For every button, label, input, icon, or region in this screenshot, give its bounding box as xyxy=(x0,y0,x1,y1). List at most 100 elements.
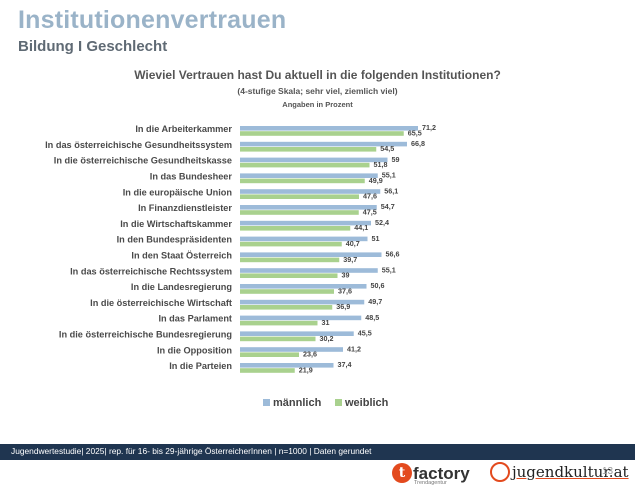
category-label: In die österreichische Gesundheitskasse xyxy=(54,156,232,166)
data-label: 51 xyxy=(372,234,380,243)
bar-weiblich xyxy=(240,178,365,184)
bar-maennlich xyxy=(240,284,367,289)
jugendkultur-logo: jugendkultur.at xyxy=(490,462,629,482)
page-subtitle: Bildung I Geschlecht xyxy=(18,38,168,55)
data-label: 51,8 xyxy=(374,160,388,169)
category-label: In die Arbeiterkammer xyxy=(135,124,232,134)
data-label: 36,9 xyxy=(336,302,350,311)
bar-maennlich xyxy=(240,157,388,163)
category-label: In den Staat Österreich xyxy=(131,251,232,261)
bar-maennlich xyxy=(240,331,354,336)
category-label: In das Parlament xyxy=(158,314,232,324)
data-label: 47,6 xyxy=(363,192,377,201)
data-label: 45,5 xyxy=(358,329,372,338)
data-label: 23,6 xyxy=(303,350,317,359)
bar-maennlich xyxy=(240,173,378,178)
data-label: 37,6 xyxy=(338,286,352,295)
bar-maennlich xyxy=(240,347,343,352)
page-title: Institutionenvertrauen xyxy=(18,6,287,34)
bar-maennlich xyxy=(240,252,382,257)
legend-label: männlich xyxy=(273,397,322,409)
category-label: In die Wirtschaftskammer xyxy=(120,219,232,229)
footer-note: Jugendwertestudie| 2025| rep. für 16- bi… xyxy=(11,446,372,456)
data-label: 54,7 xyxy=(381,202,395,211)
bar-maennlich xyxy=(240,220,371,226)
bar-maennlich xyxy=(240,189,381,194)
bar-maennlich xyxy=(240,205,377,210)
data-label: 41,2 xyxy=(347,344,361,353)
bar-weiblich xyxy=(240,305,333,310)
footer-bar xyxy=(0,444,635,460)
legend-swatch-maennlich xyxy=(263,399,270,406)
bar-weiblich xyxy=(240,320,318,326)
data-label: 47,5 xyxy=(363,207,377,216)
factory-logo-tag: Trendagentur xyxy=(414,480,447,486)
factory-logo-word: factory xyxy=(413,463,470,483)
data-label: 44,1 xyxy=(354,223,368,232)
factory-badge-icon: t xyxy=(392,463,412,483)
chart-question: Wieviel Vertrauen hast Du aktuell in die… xyxy=(134,68,501,82)
data-label: 54,5 xyxy=(380,144,394,153)
category-label: In das Bundesheer xyxy=(150,172,233,182)
data-label: 37,4 xyxy=(338,360,352,369)
bar-weiblich xyxy=(240,226,351,231)
chart-unit-note: Angaben in Prozent xyxy=(282,100,353,109)
data-label: 50,6 xyxy=(371,281,385,290)
bar-weiblich xyxy=(240,131,404,136)
data-label: 49,9 xyxy=(369,176,383,185)
category-label: In die Landesregierung xyxy=(131,282,232,292)
data-label: 55,1 xyxy=(382,171,396,180)
jugendkultur-circle-icon xyxy=(490,462,510,482)
bar-weiblich xyxy=(240,336,316,342)
bar-maennlich xyxy=(240,299,365,305)
category-label: In die europäische Union xyxy=(123,187,233,197)
data-label: 65,5 xyxy=(408,128,422,137)
data-label: 71,2 xyxy=(422,123,436,132)
category-label: In Finanzdienstleister xyxy=(138,203,232,213)
chart-scale-note: (4-stufige Skala; sehr viel, ziemlich vi… xyxy=(237,86,398,96)
bar-weiblich xyxy=(240,194,359,199)
data-label: 66,8 xyxy=(411,139,425,148)
bar-weiblich xyxy=(240,289,334,294)
data-label: 56,1 xyxy=(384,186,398,195)
category-label: In die österreichische Bundesregierung xyxy=(59,330,232,340)
bar-maennlich xyxy=(240,315,362,321)
bar-weiblich xyxy=(240,241,342,247)
factory-logo: t factory Trendagentur xyxy=(392,463,470,486)
bar-weiblich xyxy=(240,257,340,263)
bar-maennlich xyxy=(240,268,378,273)
legend-swatch-weiblich xyxy=(335,399,342,406)
data-label: 55,1 xyxy=(382,265,396,274)
bar-weiblich xyxy=(240,273,338,278)
bar-maennlich xyxy=(240,236,368,242)
category-label: In die österreichische Wirtschaft xyxy=(90,298,232,308)
trust-bar-chart: In die Arbeiterkammer 71,265,5 In das öste… xyxy=(45,123,436,409)
category-label: In die Opposition xyxy=(157,345,232,355)
category-label: In das österreichische Gesundheitssystem xyxy=(45,140,232,150)
bar-weiblich xyxy=(240,147,377,152)
data-label: 39,7 xyxy=(343,255,357,264)
bar-maennlich xyxy=(240,141,407,147)
category-label: In den Bundespräsidenten xyxy=(117,235,233,245)
bar-weiblich xyxy=(240,368,295,373)
bar-weiblich xyxy=(240,210,359,215)
bar-weiblich xyxy=(240,352,299,357)
data-label: 30,2 xyxy=(320,334,334,343)
category-label: In das österreichische Rechtssystem xyxy=(70,266,232,276)
bar-maennlich xyxy=(240,126,418,131)
data-label: 59 xyxy=(392,155,400,164)
data-label: 21,9 xyxy=(299,365,313,374)
jugendkultur-logo-word: jugendkultur.at xyxy=(512,463,629,481)
page-number: 13 xyxy=(602,466,614,477)
data-label: 56,6 xyxy=(386,250,400,259)
data-label: 39 xyxy=(342,271,350,280)
bar-weiblich xyxy=(240,162,370,168)
data-label: 52,4 xyxy=(375,218,389,227)
data-label: 31 xyxy=(322,318,330,327)
legend-label: weiblich xyxy=(344,397,389,409)
bar-maennlich xyxy=(240,363,334,368)
data-label: 40,7 xyxy=(346,239,360,248)
data-label: 48,5 xyxy=(365,313,379,322)
data-label: 49,7 xyxy=(368,297,382,306)
category-label: In die Parteien xyxy=(169,361,232,371)
